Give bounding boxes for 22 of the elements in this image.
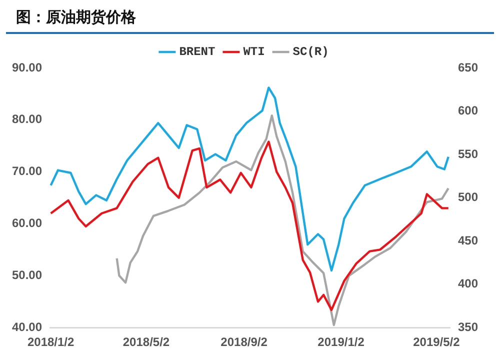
- y2-tick-label: 600: [458, 104, 478, 118]
- y-tick-label: 90.00: [12, 60, 42, 74]
- legend-label: BRENT: [179, 45, 216, 60]
- x-tick-label: 2018/5/2: [122, 335, 170, 350]
- x-tick-label: 2019/1/2: [318, 335, 365, 350]
- y2-tick-label: 450: [458, 233, 478, 248]
- chart-title: 图：原油期货价格: [6, 0, 494, 34]
- y-tick-label: 80.00: [12, 112, 42, 126]
- y-tick-label: 50.00: [12, 268, 42, 282]
- y2-tick-label: 650: [458, 60, 478, 74]
- y-tick-label: 40.00: [12, 320, 42, 334]
- y-tick-label: 60.00: [12, 216, 42, 230]
- y2-tick-label: 550: [458, 146, 478, 161]
- x-tick-label: 2018/9/2: [220, 335, 268, 350]
- x-tick-label: 2018/1/2: [27, 335, 74, 350]
- legend-label: SC(R): [292, 45, 329, 60]
- y2-tick-label: 350: [458, 320, 478, 334]
- y-tick-label: 70.00: [12, 164, 42, 178]
- legend-label: WTI: [243, 45, 265, 60]
- y2-tick-label: 500: [458, 190, 478, 204]
- y2-tick-label: 400: [458, 276, 478, 291]
- x-tick-label: 2019/5/2: [413, 335, 460, 350]
